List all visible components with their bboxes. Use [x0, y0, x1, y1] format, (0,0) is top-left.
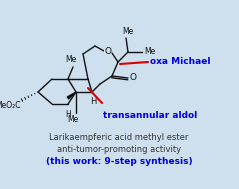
Text: MeO₂C: MeO₂C	[0, 101, 21, 110]
Text: (this work: 9-step synthesis): (this work: 9-step synthesis)	[46, 157, 192, 167]
Text: Larikaempferic acid methyl ester: Larikaempferic acid methyl ester	[49, 133, 189, 143]
Text: H: H	[90, 97, 96, 106]
Text: Me: Me	[67, 115, 79, 124]
Text: Me: Me	[122, 27, 133, 36]
Text: Me: Me	[144, 47, 155, 57]
Text: anti-tumor-promoting activity: anti-tumor-promoting activity	[57, 146, 181, 154]
Text: transannular aldol: transannular aldol	[103, 111, 197, 120]
Polygon shape	[67, 92, 76, 99]
Text: H: H	[65, 110, 71, 119]
Text: O: O	[104, 47, 112, 57]
Text: Me: Me	[65, 55, 77, 64]
Text: oxa Michael: oxa Michael	[150, 57, 211, 67]
Text: O: O	[130, 74, 137, 83]
